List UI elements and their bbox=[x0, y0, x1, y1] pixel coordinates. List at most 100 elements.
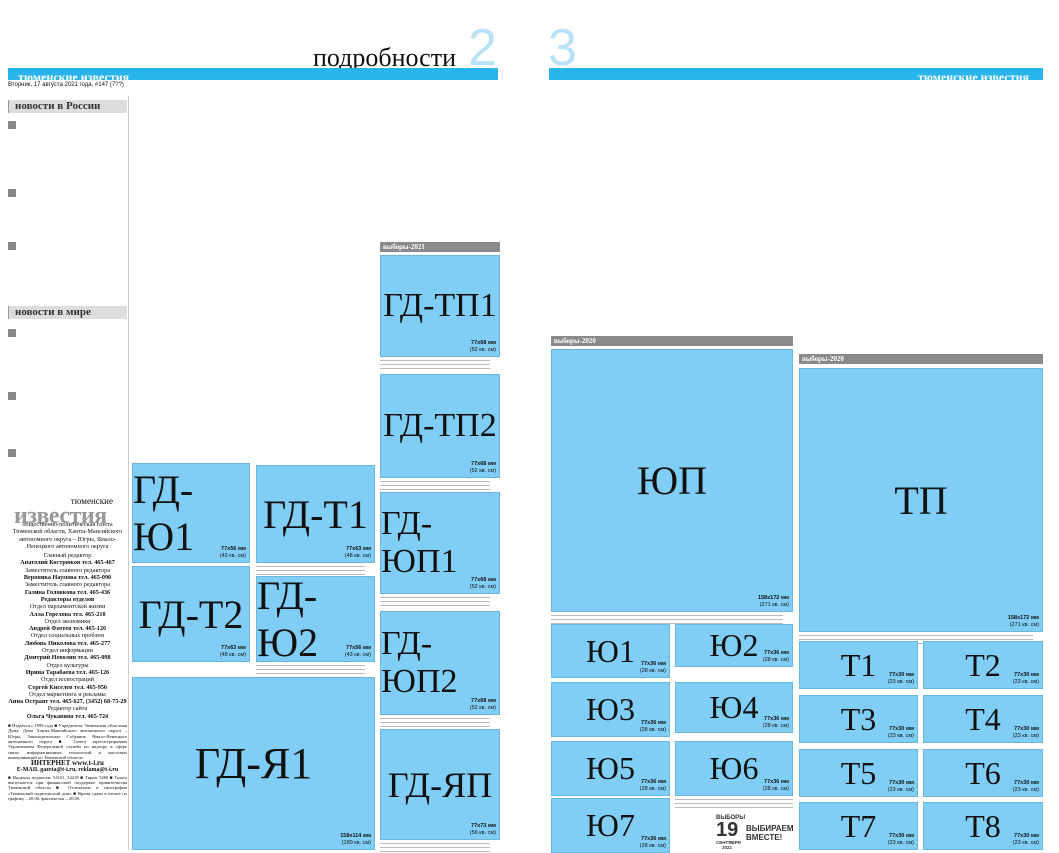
email: E-MAIL gazeta@t-i.ru, reklama@t-i.ru bbox=[16, 767, 119, 774]
ad-dimensions: 77х73 мм bbox=[471, 823, 496, 829]
footer-text: ■ Индексы подписки: 54101, 54218 ■ Тираж… bbox=[8, 774, 127, 801]
staff-role: Отдел социальных проблем bbox=[30, 632, 105, 640]
ad-label: Т8 bbox=[965, 807, 1001, 844]
ad-size: 77х68 мм (52 кв. см) bbox=[470, 340, 496, 354]
caption-line bbox=[799, 639, 1033, 640]
ad-label: ГД-ЮП1 bbox=[381, 505, 458, 580]
ad-label: ГД-ТП2 bbox=[383, 407, 497, 444]
staff-role: Отдел информации bbox=[42, 647, 93, 655]
ad-label: Ю5 bbox=[586, 750, 635, 786]
ad-dimensions: 77х30 мм bbox=[1014, 833, 1039, 839]
ad-dimensions: 77х68 мм bbox=[471, 461, 496, 467]
ad-area: (23 кв. см) bbox=[887, 733, 914, 739]
ad-size: 77х30 мм (23 кв. см) bbox=[888, 833, 914, 847]
caption-line bbox=[551, 619, 783, 620]
ad-size: 77х36 мм (28 кв. см) bbox=[640, 779, 666, 793]
ad-area: (23 кв. см) bbox=[1012, 840, 1039, 846]
ad-slot: ГД-Ю1 77х56 мм (43 кв. см) bbox=[132, 463, 250, 563]
ad-area: (23 кв. см) bbox=[1012, 787, 1039, 793]
caption-line bbox=[675, 799, 793, 800]
ad-area: (23 кв. см) bbox=[887, 787, 914, 793]
ad-slot: Ю1 77х36 мм (28 кв. см) bbox=[551, 624, 670, 678]
staff-name: Анна Остраят тел. 465-627, (3452) 68-75-… bbox=[8, 698, 127, 706]
news-heading: новости в мире bbox=[8, 306, 127, 319]
ad-area: (271 кв. см) bbox=[759, 602, 789, 608]
ad-size: 77х73 мм (56 кв. см) bbox=[470, 823, 496, 837]
brand-bar: тюменские известия bbox=[549, 68, 1043, 83]
bullet bbox=[8, 242, 16, 250]
ad-dimensions: 77х68 мм bbox=[471, 340, 496, 346]
staff-name: Вероника Наумова тел. 465-090 bbox=[23, 574, 112, 582]
ad-slot: ГД-ЮП1 77х68 мм (52 кв. см) bbox=[380, 492, 500, 594]
ad-area: (48 кв. см) bbox=[219, 652, 246, 658]
section-header: выборы-2020 bbox=[551, 336, 793, 346]
ad-label: Т1 bbox=[840, 646, 877, 683]
ad-label: Т2 bbox=[965, 646, 1001, 683]
bullet bbox=[8, 189, 16, 197]
internet: ИНТЕРНЕТ www.t-i.ru bbox=[31, 759, 104, 768]
ad-size: 77х30 мм (23 кв. см) bbox=[1013, 833, 1039, 847]
ad-slot: Ю6 77х36 мм (28 кв. см) bbox=[675, 741, 793, 796]
ad-size: 77х30 мм (23 кв. см) bbox=[888, 780, 914, 794]
caption-line bbox=[675, 807, 793, 808]
ad-area: (28 кв. см) bbox=[639, 843, 666, 849]
ad-area: (23 кв. см) bbox=[1012, 733, 1039, 739]
section-header: выборы-2020 bbox=[799, 354, 1043, 364]
ad-slot: Т5 77х30 мм (23 кв. см) bbox=[799, 749, 918, 797]
ad-slot: ГД-Ю2 77х56 мм (43 кв. см) bbox=[256, 573, 375, 665]
ad-dimensions: 158х172 мм bbox=[1007, 615, 1039, 621]
caption-line bbox=[380, 364, 490, 365]
ad-label: Ю3 bbox=[586, 691, 635, 727]
ad-area: (43 кв. см) bbox=[219, 553, 246, 559]
ad-slot: ГД-Я1 158х114 мм (180 кв. см) bbox=[132, 677, 375, 850]
staff-box: общественно-политическая газета Тюменско… bbox=[8, 521, 127, 801]
logo-month: СЕНТЯБРЯ bbox=[716, 840, 741, 845]
ad-size: 158х172 мм (271 кв. см) bbox=[1008, 615, 1039, 629]
ad-dimensions: 158х172 мм bbox=[757, 595, 789, 601]
ad-slot: Т7 77х30 мм (23 кв. см) bbox=[799, 802, 918, 850]
caption-line bbox=[380, 605, 490, 606]
staff-name: Андрей Фатеев тел. 465-126 bbox=[28, 625, 107, 633]
ad-area: (28 кв. см) bbox=[639, 786, 666, 792]
ad-size: 77х68 мм (52 кв. см) bbox=[470, 461, 496, 475]
ad-dimensions: 77х56 мм bbox=[221, 546, 246, 552]
ad-slot: ГД-Т1 77х63 мм (48 кв. см) bbox=[256, 465, 375, 563]
staff-name: Дмитрий Неволин тел. 465-098 bbox=[24, 654, 111, 662]
ad-dimensions: 77х36 мм bbox=[764, 716, 789, 722]
staff-role: Отдел иллюстраций bbox=[40, 676, 95, 684]
ad-slot: ГД-Т2 77х63 мм (48 кв. см) bbox=[132, 566, 250, 662]
staff-role: Отдел экономики bbox=[44, 617, 91, 625]
ad-label: Ю1 bbox=[586, 632, 635, 669]
ad-size: 77х36 мм (28 кв. см) bbox=[640, 836, 666, 850]
page-number: 3 bbox=[548, 19, 577, 77]
caption-line bbox=[380, 485, 490, 486]
ad-label: ГД-ЮП2 bbox=[381, 625, 458, 700]
ad-area: (28 кв. см) bbox=[639, 668, 666, 674]
ad-size: 77х30 мм (23 кв. см) bbox=[888, 726, 914, 740]
caption-line bbox=[551, 615, 783, 616]
ad-size: 77х56 мм (43 кв. см) bbox=[220, 546, 246, 560]
caption-line bbox=[380, 843, 490, 844]
staff-role: Заместитель главного редактора bbox=[25, 566, 110, 574]
ad-label: Т7 bbox=[840, 807, 877, 844]
ad-label: ГД-Т1 bbox=[263, 491, 368, 537]
caption-line bbox=[256, 665, 365, 666]
ad-area: (52 кв. см) bbox=[469, 584, 496, 590]
staff-name: Любовь Николова тел. 465-277 bbox=[24, 639, 111, 647]
caption-line bbox=[380, 601, 490, 602]
caption-line bbox=[256, 669, 365, 670]
ad-label: Ю6 bbox=[709, 750, 759, 786]
ad-slot: Ю4 77х36 мм (28 кв. см) bbox=[675, 682, 793, 733]
ad-dimensions: 77х56 мм bbox=[346, 645, 371, 651]
page-number: 2 bbox=[468, 19, 497, 77]
ad-slot: ГД-ТП2 77х68 мм (52 кв. см) bbox=[380, 374, 500, 478]
logo-slogan: ВЫБИРАЕМ ВМЕСТЕ! bbox=[746, 824, 794, 842]
caption-line bbox=[380, 481, 490, 482]
ad-label: ГД-Ю1 bbox=[133, 467, 195, 559]
ad-size: 77х36 мм (28 кв. см) bbox=[763, 650, 789, 664]
caption-line bbox=[256, 566, 365, 567]
ad-dimensions: 158х114 мм bbox=[340, 833, 371, 839]
caption-line bbox=[551, 623, 783, 624]
ad-dimensions: 77х68 мм bbox=[471, 698, 496, 704]
ad-label: ТП bbox=[894, 477, 948, 523]
